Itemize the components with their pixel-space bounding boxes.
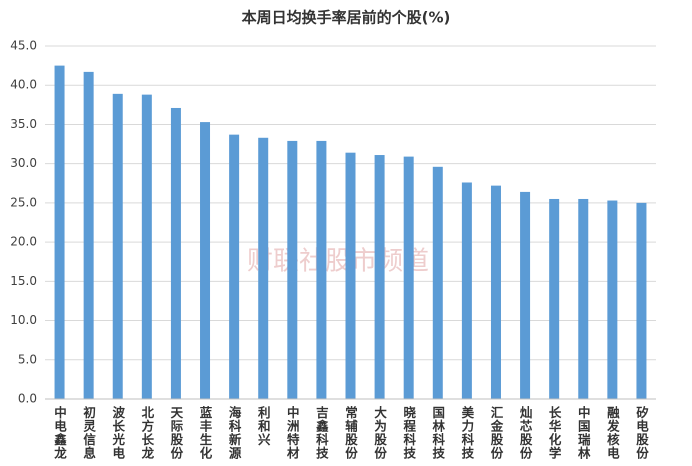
y-tick-label: 40.0 [10,78,37,92]
bar [520,191,531,399]
bar [432,166,443,399]
x-tick-label: 灿芯股份 [518,405,533,460]
x-tick-label: 初灵信息 [81,405,96,460]
bar [345,152,356,399]
bar [578,198,589,399]
x-tick-label: 中国瑞林 [576,405,591,460]
bar [403,156,414,399]
bar [83,71,94,400]
bar [549,198,560,399]
x-tick-label: 中电鑫龙 [52,405,67,460]
x-tick-label: 吉鑫科技 [314,405,329,460]
x-tick-label: 利和兴 [256,405,271,447]
bar [170,107,181,400]
x-tick-label: 海科新源 [227,405,242,460]
x-tick-label: 大为股份 [372,405,387,460]
x-tick-label: 矽电股份 [634,405,649,460]
x-tick-label: 融发核电 [605,405,620,460]
bar [316,140,327,399]
bar [141,94,152,399]
x-tick-label: 北方长龙 [139,405,154,460]
x-tick-label: 波长光电 [110,405,125,460]
x-tick-label: 蓝丰生化 [198,405,213,460]
bar [636,202,647,399]
x-tick-label: 美力科技 [459,405,474,460]
bar [607,200,618,399]
x-tick-label: 国林科技 [430,406,445,460]
y-tick-label: 0.0 [18,392,37,406]
bar [490,185,501,399]
x-tick-label: 汇金股份 [488,406,503,460]
chart-title: 本周日均换手率居前的个股(%) [242,9,451,27]
x-tick-label: 天际股份 [168,406,183,460]
bar [461,182,472,399]
x-tick-label: 常辅股份 [343,405,358,460]
bar [374,155,385,399]
bar [229,134,240,400]
y-tick-label: 35.0 [10,117,37,131]
y-tick-label: 5.0 [18,352,37,366]
bar [258,137,269,399]
y-tick-label: 10.0 [10,313,37,327]
bar [287,140,298,399]
y-tick-label: 30.0 [10,156,37,170]
bar [112,93,123,400]
watermark: 财联社股市频道 [247,247,429,277]
y-tick-label: 45.0 [10,39,37,53]
x-tick-label: 晓程科技 [401,405,416,460]
x-tick-label: 中洲特材 [285,405,300,460]
bar [54,65,65,399]
bar [200,122,211,399]
y-tick-label: 20.0 [10,235,37,249]
y-tick-label: 25.0 [10,195,37,209]
x-tick-label: 长华化学 [547,405,562,460]
y-tick-label: 15.0 [10,274,37,288]
